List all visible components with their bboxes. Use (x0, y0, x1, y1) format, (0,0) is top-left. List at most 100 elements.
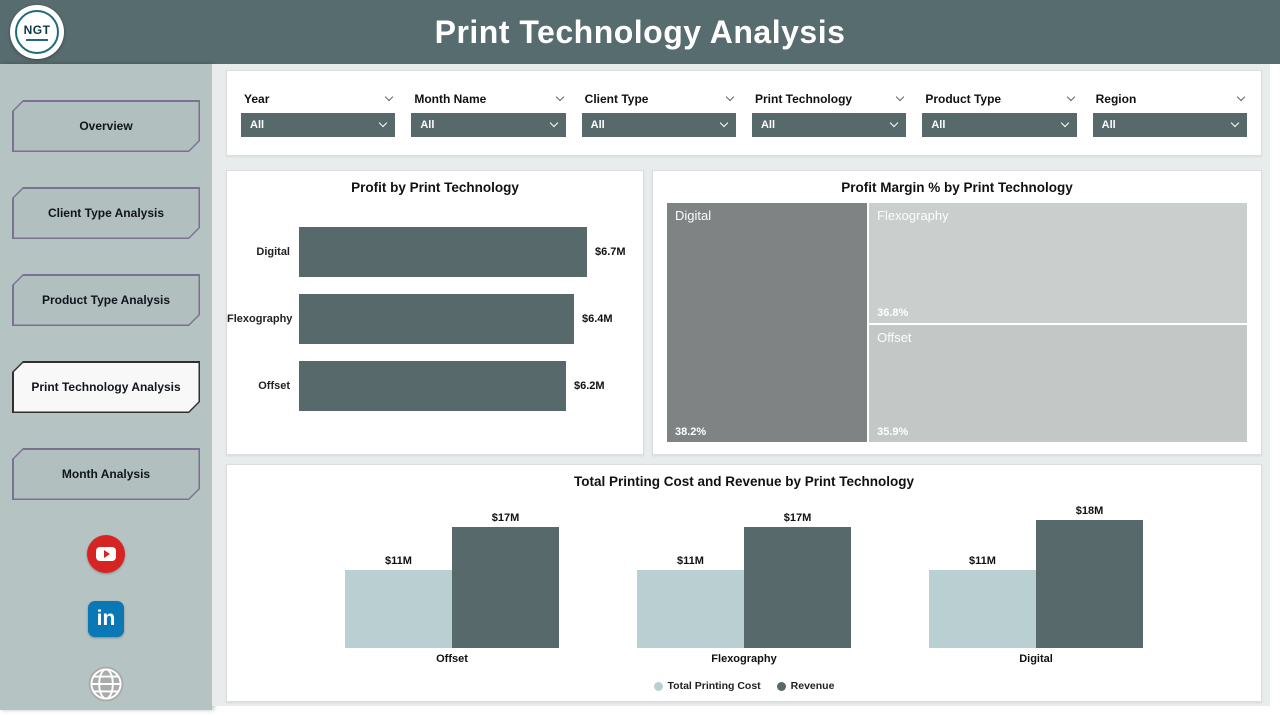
bar-row-flexography: Flexography $6.4M (227, 294, 643, 344)
filter-product-type-dropdown[interactable]: All (922, 112, 1077, 137)
sidebar-item-label: Month Analysis (61, 467, 151, 481)
filter-client-type: Client Type All (581, 90, 736, 137)
treemap-node-label: Flexography (877, 208, 949, 223)
filter-client-type-dropdown[interactable]: All (581, 112, 736, 137)
globe-icon[interactable] (87, 665, 125, 703)
page-title: Print Technology Analysis (434, 13, 846, 50)
category-label: Flexography (227, 313, 293, 325)
cost-revenue-column-chart: Total Printing Cost and Revenue by Print… (226, 464, 1262, 702)
legend-item-total-printing-cost[interactable]: Total Printing Cost (653, 680, 761, 692)
bar-cost-offset[interactable] (345, 570, 452, 648)
legend-item-revenue[interactable]: Revenue (776, 680, 834, 692)
chevron-down-icon[interactable] (555, 92, 564, 102)
chevron-down-icon (1060, 118, 1069, 128)
company-logo-ring: NGT (15, 10, 59, 54)
category-label: Offset (436, 653, 468, 665)
chevron-down-icon (719, 118, 729, 128)
chevron-down-icon[interactable] (1066, 92, 1075, 102)
sidebar-item-overview[interactable]: Overview (12, 100, 200, 152)
filter-label: Year (244, 91, 270, 106)
bar-revenue-digital[interactable] (1036, 520, 1143, 648)
chevron-down-icon (379, 118, 388, 128)
youtube-play-button (96, 547, 116, 561)
profit-margin-treemap-chart: Profit Margin % by Print Technology Digi… (652, 170, 1262, 455)
filter-month-name-dropdown[interactable]: All (411, 112, 566, 137)
value-label: $6.7M (595, 246, 626, 258)
chevron-down-icon[interactable] (1236, 92, 1246, 102)
youtube-icon[interactable] (87, 535, 125, 573)
treemap-node-digital[interactable]: Digital 38.2% (667, 203, 868, 442)
bar-cost-flexography[interactable] (637, 570, 744, 648)
linkedin-icon[interactable]: in (88, 601, 124, 637)
sidebar-item-label: Overview (79, 119, 133, 133)
bar-plot-area: Digital $6.7M Flexography $6.4M Offset $… (227, 227, 643, 411)
treemap-plot-area: Digital 38.2% Flexography 36.8% Offset 3… (667, 203, 1247, 442)
chevron-down-icon[interactable] (896, 92, 905, 102)
company-logo: NGT (10, 5, 64, 59)
treemap-node-offset[interactable]: Offset 35.9% (869, 324, 1247, 442)
filter-year-dropdown[interactable]: All (241, 112, 396, 137)
value-label: $11M (385, 555, 412, 567)
bar-offset[interactable] (299, 361, 566, 411)
chart-legend: Total Printing Cost Revenue (227, 680, 1261, 692)
bar-revenue-offset[interactable] (452, 527, 559, 648)
filter-label: Print Technology (754, 91, 853, 106)
bar-flexography[interactable] (299, 294, 574, 344)
bar-row-offset: Offset $6.2M (227, 361, 643, 411)
bar-digital[interactable] (299, 227, 587, 277)
filter-print-technology: Print Technology All (751, 90, 907, 137)
value-label: $6.4M (582, 313, 613, 325)
category-label: Digital (1019, 653, 1053, 665)
filter-label: Client Type (584, 91, 649, 106)
chevron-down-icon (890, 118, 899, 128)
value-label: $17M (491, 512, 520, 524)
treemap-node-value: 35.9% (877, 426, 909, 438)
chevron-down-icon[interactable] (725, 92, 735, 102)
header: NGT Print Technology Analysis (0, 0, 1280, 64)
value-label: $11M (969, 555, 996, 567)
bar-row-digital: Digital $6.7M (227, 227, 643, 277)
main-content: Year All Month Name All Client Type All … (212, 64, 1270, 706)
filter-label: Month Name (414, 91, 487, 106)
value-label: $6.2M (574, 380, 605, 392)
filter-year: Year All (241, 90, 396, 137)
filter-product-type: Product Type All (922, 90, 1077, 137)
company-logo-text: NGT (23, 23, 51, 37)
filter-label: Region (1095, 91, 1137, 106)
filter-region-dropdown[interactable]: All (1092, 112, 1247, 137)
treemap-node-label: Offset (877, 329, 912, 345)
sidebar-item-label: Client Type Analysis (47, 206, 165, 220)
sidebar-item-month-analysis[interactable]: Month Analysis (12, 448, 200, 500)
category-label: Offset (258, 380, 290, 392)
column-group-offset: $11M $17M Offset (345, 512, 559, 665)
bar-revenue-flexography[interactable] (744, 527, 851, 648)
value-label: $11M (677, 555, 704, 567)
treemap-node-value: 36.8% (877, 306, 909, 319)
treemap-node-label: Digital (675, 208, 712, 223)
legend-swatch (653, 681, 663, 691)
filter-print-technology-dropdown[interactable]: All (751, 112, 907, 137)
filter-label: Product Type (925, 91, 1002, 106)
sidebar-item-client-type-analysis[interactable]: Client Type Analysis (12, 187, 200, 239)
social-links: in (0, 535, 212, 703)
chevron-down-icon[interactable] (385, 92, 394, 102)
sidebar-item-product-type-analysis[interactable]: Product Type Analysis (12, 274, 200, 326)
chart-title: Profit Margin % by Print Technology (841, 180, 1073, 195)
value-label: $18M (1075, 505, 1104, 517)
chevron-down-icon (549, 118, 558, 128)
chevron-down-icon (1230, 118, 1240, 128)
chart-title: Profit by Print Technology (351, 180, 519, 195)
sidebar: Overview Client Type Analysis Product Ty… (0, 64, 212, 710)
bar-cost-digital[interactable] (929, 570, 1036, 648)
filter-month-name: Month Name All (411, 90, 566, 137)
treemap-node-flexography[interactable]: Flexography 36.8% (869, 203, 1247, 323)
column-group-digital: $11M $18M Digital (929, 505, 1143, 665)
category-label: Flexography (711, 653, 777, 665)
company-logo-underline (26, 39, 48, 41)
treemap-right-column: Flexography 36.8% Offset 35.9% (869, 203, 1247, 442)
column-group-flexography: $11M $17M Flexography (637, 512, 851, 665)
sidebar-item-label: Product Type Analysis (41, 293, 171, 307)
sidebar-item-print-technology-analysis[interactable]: Print Technology Analysis (12, 361, 200, 413)
legend-swatch (776, 681, 786, 691)
